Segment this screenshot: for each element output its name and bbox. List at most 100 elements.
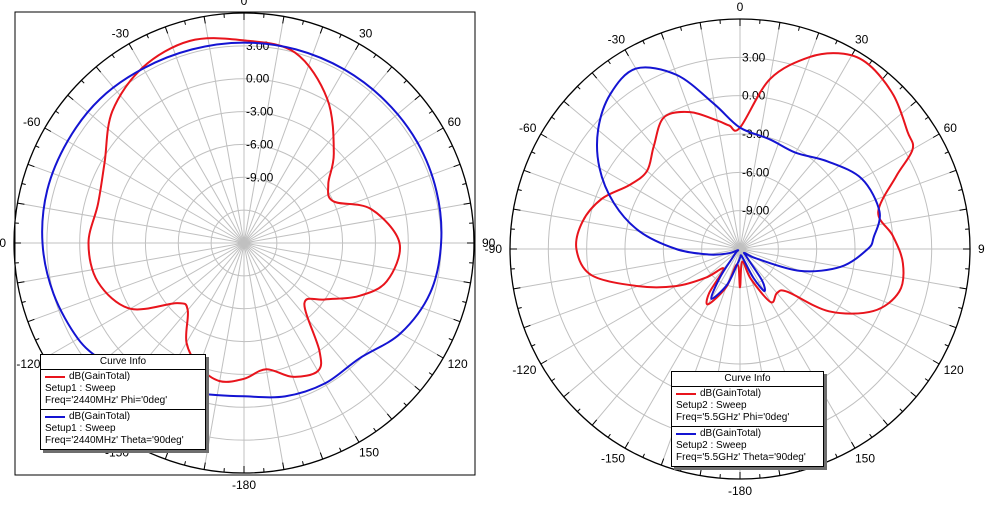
tick-mark [778, 22, 781, 30]
tick-mark [642, 40, 645, 45]
tick-mark [203, 16, 206, 24]
tick-mark [453, 318, 461, 323]
tick-mark [959, 287, 967, 290]
grid-spoke [624, 49, 741, 250]
tick-mark [428, 110, 433, 114]
tick-mark [355, 43, 360, 51]
grid-spoke [624, 248, 741, 449]
left-polar-chart: 0306090120150-180-150-120-90-60-303.000.… [0, 0, 496, 492]
radial-label: -6.00 [246, 137, 274, 151]
tick-mark [932, 360, 940, 365]
blue-series-curve [41, 41, 443, 399]
tick-mark [164, 452, 169, 460]
tick-mark [660, 458, 665, 466]
grid-spoke [563, 248, 741, 398]
grid-spoke [243, 242, 393, 420]
tick-mark [302, 461, 304, 466]
legend-freq: Freq='2440MHz' Theta='90deg' [45, 435, 184, 446]
tick-mark [910, 391, 917, 398]
tick-mark [146, 34, 149, 39]
tick-mark [282, 16, 285, 24]
grid-spoke [243, 242, 324, 460]
grid-spoke [27, 163, 245, 244]
tick-mark [513, 287, 521, 290]
legend-setup: Setup1 : Sweep [45, 383, 116, 394]
grid-spoke [95, 66, 245, 244]
grid-spoke [739, 248, 940, 365]
tick-mark [959, 208, 967, 211]
tick-mark [607, 433, 611, 438]
tick-mark [660, 32, 665, 40]
legend-entry-red[interactable]: dB(GainTotal) Setup1 : Sweep Freq='2440M… [41, 370, 205, 409]
angle-label: -60 [519, 121, 537, 135]
red-series-curve [575, 52, 915, 315]
tick-mark [882, 419, 889, 426]
tick-mark [462, 301, 467, 303]
legend-entry-blue[interactable]: dB(GainTotal) Setup1 : Sweep Freq='2440M… [41, 409, 205, 449]
grid-spoke [243, 242, 461, 323]
grid-spoke [739, 248, 889, 426]
grid-spoke [739, 169, 957, 250]
grid-spoke [243, 242, 421, 392]
angle-label: -180 [728, 484, 752, 498]
legend-right[interactable]: Curve Info dB(GainTotal) Setup2 : Sweep … [671, 371, 824, 467]
grid-spoke [739, 248, 917, 398]
tick-mark [944, 151, 949, 154]
grid-spoke [243, 242, 471, 284]
grid-spoke [164, 26, 245, 244]
angle-label: -150 [601, 452, 625, 466]
grid-spoke [44, 127, 245, 244]
grid-spoke [739, 72, 889, 250]
grid-spoke [128, 43, 245, 244]
grid-spoke [243, 127, 444, 244]
blue-line-swatch [676, 433, 696, 435]
angle-label: 0 [737, 0, 744, 14]
red-line-swatch [45, 376, 65, 378]
tick-mark [282, 462, 285, 470]
tick-mark [55, 110, 60, 114]
tick-mark [436, 354, 444, 359]
grid-spoke [513, 208, 741, 250]
tick-mark [680, 467, 682, 472]
angle-label: 90 [978, 242, 985, 256]
grid-spoke [660, 32, 741, 250]
legend-left[interactable]: Curve Info dB(GainTotal) Setup1 : Sweep … [40, 354, 206, 450]
angle-label: 60 [448, 115, 462, 129]
tick-mark [403, 80, 407, 84]
tick-mark [944, 344, 949, 347]
tick-mark [453, 163, 461, 168]
tick-mark [949, 324, 957, 329]
legend-series-name: dB(GainTotal) [700, 388, 762, 399]
grid-spoke [27, 242, 245, 323]
grid-spoke [243, 202, 471, 244]
tick-mark [958, 189, 963, 191]
tick-mark [27, 318, 35, 323]
tick-mark [778, 468, 781, 476]
radial-label: 0.00 [246, 72, 270, 86]
legend-entry-red[interactable]: dB(GainTotal) Setup2 : Sweep Freq='5.5GH… [672, 387, 823, 426]
red-series-curve [87, 37, 402, 383]
tick-mark [319, 26, 324, 34]
tick-mark [798, 26, 800, 31]
tick-mark [563, 391, 570, 398]
tick-mark [21, 183, 26, 185]
tick-mark [523, 169, 531, 174]
tick-mark [203, 462, 206, 470]
tick-mark [35, 338, 40, 341]
radial-label: 3.00 [742, 50, 766, 64]
angle-label: -90 [485, 242, 503, 256]
legend-entry-blue[interactable]: dB(GainTotal) Setup2 : Sweep Freq='5.5GH… [672, 426, 823, 466]
legend-freq: Freq='2440MHz' Phi='0deg' [45, 395, 168, 406]
angle-label: -90 [0, 236, 6, 250]
angle-label: 30 [855, 32, 869, 46]
tick-mark [591, 419, 598, 426]
grid-spoke [739, 49, 856, 250]
grid-spoke [243, 242, 285, 470]
red-line-swatch [676, 393, 696, 395]
angle-label: 120 [448, 357, 468, 371]
radial-label: -3.00 [246, 105, 274, 119]
grid-spoke [17, 202, 245, 244]
tick-mark [111, 54, 115, 59]
tick-mark [44, 127, 52, 132]
